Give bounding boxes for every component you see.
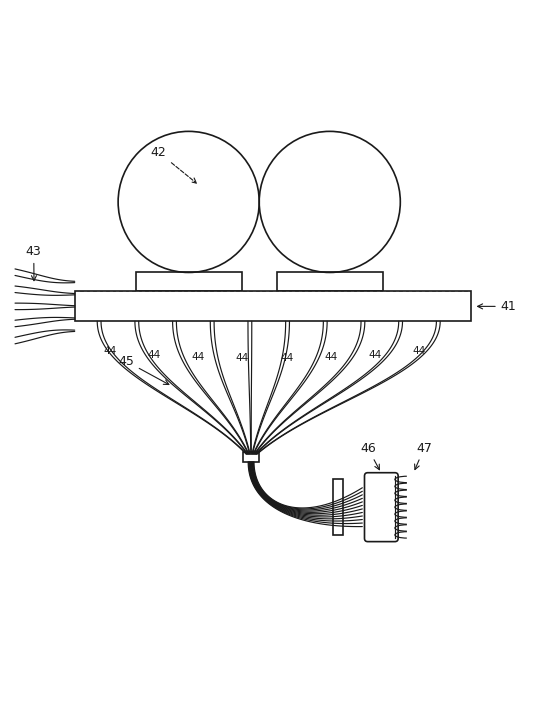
- Text: 44: 44: [280, 353, 293, 363]
- Text: 44: 44: [148, 350, 161, 360]
- Bar: [277, 272, 383, 292]
- Text: 44: 44: [104, 346, 117, 355]
- Text: 44: 44: [413, 346, 426, 355]
- Bar: [136, 272, 241, 292]
- Bar: [75, 292, 471, 321]
- Text: 43: 43: [26, 245, 42, 281]
- Text: 44: 44: [192, 352, 205, 362]
- Bar: [333, 479, 343, 535]
- Text: 42: 42: [150, 146, 196, 183]
- Text: 45: 45: [118, 355, 169, 384]
- Text: 44: 44: [236, 353, 249, 363]
- Text: 46: 46: [360, 442, 380, 470]
- FancyBboxPatch shape: [365, 473, 398, 542]
- Text: 47: 47: [414, 442, 432, 470]
- Text: 44: 44: [325, 352, 338, 362]
- Text: 41: 41: [478, 300, 516, 313]
- Bar: [244, 452, 258, 462]
- Text: 44: 44: [369, 350, 382, 360]
